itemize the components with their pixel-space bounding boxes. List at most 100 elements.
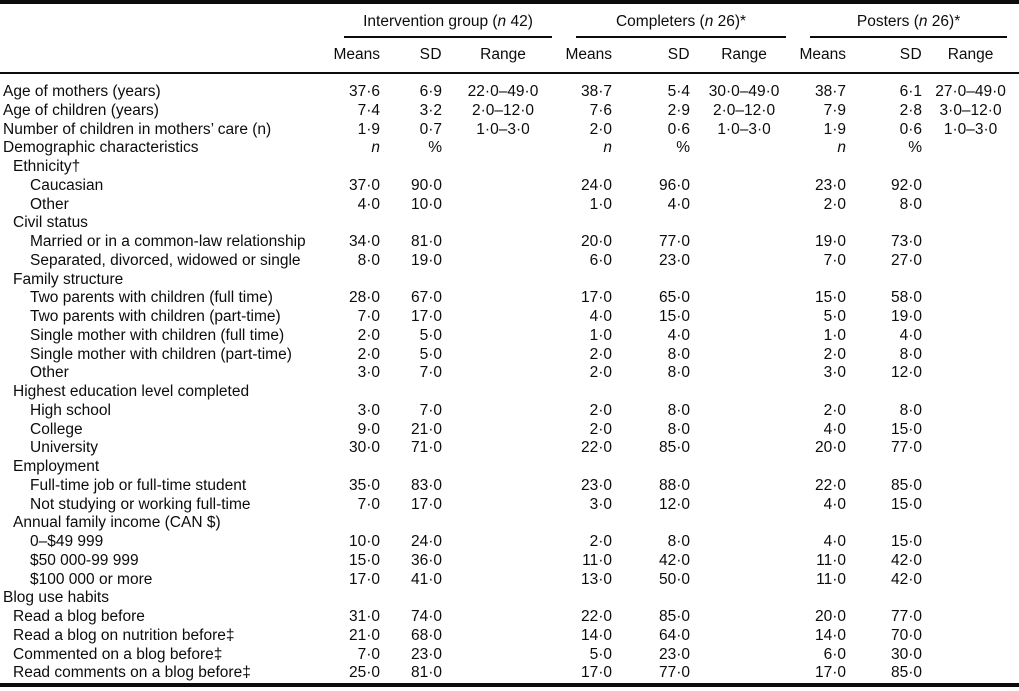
group-title-posters: Posters (n 26)* [810,13,1008,38]
cell-means: 31·0 [348,608,380,625]
cell-sd: 30·0 [891,645,923,663]
cell-means: 4·0 [823,495,847,513]
cell-range [690,439,798,458]
cell-means: 22·0 [581,608,613,625]
cell-range [922,139,1019,158]
table-row: Age of children (years) 7·4 3·2 2·0–12·0 7·6… [0,102,1019,121]
cell-sd [846,383,922,402]
cell-sd: 4·0 [667,326,691,344]
table-row: Other 3·0 7·0 2·0 8·0 3·0 12·0 [0,364,1019,383]
cell-sd [380,271,442,290]
cell-range [442,514,564,533]
cell-range: 1·0–3·0 [717,120,771,138]
cell-means: 7·0 [357,645,380,663]
group-title-text: Completers ( [615,12,705,30]
cell-sd: 85·0 [659,439,691,457]
cell-means: 2·0 [589,420,613,438]
cell-range [690,533,798,552]
row-label: Read a blog before [13,608,145,625]
cell-sd: 10·0 [410,195,442,213]
cell-range [690,383,798,402]
cell-range [922,646,1019,665]
cell-range [690,627,798,646]
cell-means: 17·0 [348,570,380,588]
row-label: $50 000-99 999 [30,551,139,569]
cell-means [332,271,380,290]
table-row: Two parents with children (part-time) 7·0… [0,308,1019,327]
cell-range [442,139,564,158]
row-label: Commented on a blog before‡ [13,645,223,663]
cell-sd: 23·0 [659,645,691,663]
cell-means: 13·0 [581,570,613,588]
column-header-row: Means SD Range Means SD Range Means SD R… [0,38,1019,74]
cell-means: 2·0 [589,120,613,138]
cell-sd: 0·6 [899,120,923,138]
table-row: Civil status [0,214,1019,233]
table-row: Blog use habits [0,589,1019,608]
cell-range [922,233,1019,252]
cell-range: 27·0–49·0 [935,83,1006,100]
row-label: $100 000 or more [30,570,153,588]
cell-means: n [564,139,612,158]
cell-sd: 70·0 [891,626,923,644]
cell-range [442,646,564,665]
cell-means [798,158,846,177]
cell-means [798,214,846,233]
table-body: Age of mothers (years) 37·6 6·9 22·0–49·0 38… [0,73,1019,687]
cell-means: 5·0 [823,308,847,325]
cell-range [690,646,798,665]
column-header-means: Means [564,38,613,74]
cell-sd: 58·0 [891,289,923,307]
cell-means [564,458,612,477]
cell-range [442,571,564,590]
cell-means: 17·0 [581,289,613,307]
cell-means: 20·0 [815,439,847,457]
cell-sd: % [908,139,923,157]
cell-means [564,383,612,402]
cell-range [922,346,1019,365]
cell-sd: 74·0 [410,608,442,625]
cell-means: 6·0 [589,251,613,269]
cell-sd [612,271,690,290]
cell-means: 23·0 [815,176,847,194]
cell-means: 2·0 [823,345,847,363]
cell-means: 28·0 [348,289,380,307]
cell-range [442,327,564,346]
cell-means: 8·0 [357,251,380,269]
row-label: Other [30,195,69,213]
cell-sd: 83·0 [410,476,442,494]
table-row: Number of children in mothers’ care (n) 1… [0,121,1019,140]
cell-range [922,533,1019,552]
cell-sd: 85·0 [659,608,691,625]
cell-means: 4·0 [589,308,613,325]
cell-range [442,627,564,646]
cell-means [564,158,612,177]
cell-sd: 15·0 [891,533,923,550]
table-row: Read a blog before 31·0 74·0 22·0 85·0 20·0 77… [0,608,1019,627]
cell-means: 19·0 [815,233,847,250]
cell-range: 2·0–12·0 [713,101,776,119]
cell-range [442,458,564,477]
cell-range [922,552,1019,571]
cell-sd: 7·0 [419,364,442,382]
label-column-header [0,38,332,74]
cell-means: 38·7 [581,83,613,100]
cell-means: 2·0 [357,345,380,363]
cell-means: 7·4 [357,101,380,119]
cell-range [690,327,798,346]
row-label: Two parents with children (part-time) [30,308,281,325]
row-label: Read comments on a blog before‡ [0,664,332,687]
cell-means: 22·0 [815,476,847,494]
cell-means: 2·0 [589,364,613,382]
cell-range [922,589,1019,608]
cell-range [690,196,798,215]
cell-means [564,589,612,608]
row-label: Age of children (years) [3,101,159,119]
row-label: Number of children in mothers’ care (n) [3,120,272,138]
cell-means: 17·0 [564,664,613,687]
cell-range [690,496,798,515]
cell-range [442,233,564,252]
cell-sd: 8·0 [899,345,923,363]
row-label: Caucasian [30,176,104,194]
cell-means [332,383,380,402]
